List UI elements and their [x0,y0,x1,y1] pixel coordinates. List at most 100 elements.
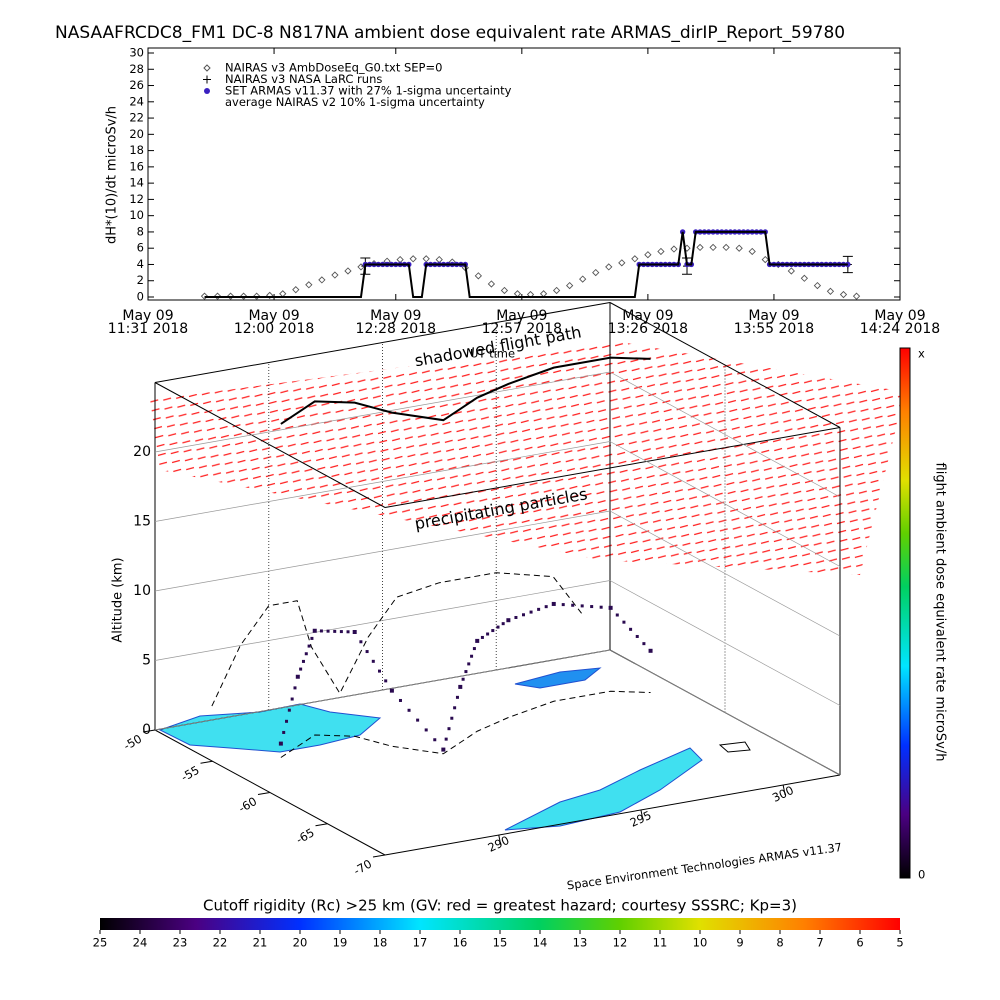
path-dot [346,630,350,634]
colorbar-label: x [918,347,925,361]
path-point [389,688,394,693]
path-dot [333,629,337,633]
colorbar-tick-label: 15 [493,936,508,950]
ceiling-shadow [280,356,651,425]
legend-label: NAIRAS v3 AmbDoseEq_G0.txt SEP=0 [225,61,442,75]
path-dot [299,667,303,671]
colorbar-tick-label: 21 [253,936,268,950]
y-axis-label: dH*(10)/dt microSv/h [105,106,120,244]
data-point [566,281,574,290]
colorbar-tick-label: 6 [856,936,863,950]
data-point [813,281,822,290]
path-dot [529,610,533,614]
lat-tick [200,760,213,764]
y-tick-label: 20 [129,127,144,141]
path-dot [622,620,626,624]
data-point [826,287,835,295]
path-dot [472,647,476,651]
y-tick-label: 2 [137,273,144,287]
colorbar-tick-label: 16 [453,936,468,950]
box-edge [154,382,386,508]
path-dot [384,679,388,683]
path-dot [293,686,297,690]
data-point [618,259,626,267]
path-dot [491,629,495,633]
path-dot [319,629,323,633]
path-dot [580,604,584,608]
legend-marker [204,88,210,94]
x-tick-label: May 09 14:24 2018 [860,308,940,337]
colorbar-tick-label: 19 [333,936,348,950]
colorbar-tick-label: 10 [693,936,708,950]
land [514,667,602,689]
y-tick-label: 24 [129,94,144,108]
path-dot [615,613,619,617]
data-point [305,281,313,289]
data-point [239,292,248,300]
colorbar-tick-label: 24 [133,936,148,950]
y-tick-label: 10 [129,208,144,222]
x-tick-label: May 09 11:31 2018 [108,308,188,337]
lon-tick [640,809,644,821]
y-tick-label: 4 [137,257,144,271]
colorbar [899,347,911,879]
colorbar-tick-label: 20 [293,936,308,950]
data-point [409,255,417,263]
path-dot [480,635,484,639]
precipitation-field [150,340,905,575]
path-point [458,684,463,689]
z-tick-label: 10 [133,583,151,599]
data-point [226,292,235,300]
legend-label: SET ARMAS v11.37 with 27% 1-sigma uncert… [225,84,512,98]
data-point [266,291,274,300]
path-point [648,648,653,653]
y-tick-label: 16 [129,159,144,173]
path-dot [282,730,286,734]
colorbar-tick-label: 7 [816,936,823,950]
colorbar-label: 0 [918,868,925,882]
path-dot [359,640,363,644]
path-dot [501,622,505,626]
land [158,703,382,753]
path-dot [642,642,646,646]
colorbar-tick-label: 18 [373,936,388,950]
data-point [592,268,600,277]
z-tick-label: 0 [142,722,151,738]
data-point [657,247,665,256]
y-tick-label: 22 [129,111,144,125]
data-point [800,274,809,282]
path-dot [407,708,411,712]
path-point [608,605,613,610]
y-tick-label: 30 [129,46,144,60]
path-dot [470,654,474,658]
colorbar [100,918,900,930]
z-tick-label: 5 [142,653,151,669]
path-dot [590,605,594,609]
path-point [506,618,511,623]
path-dot [339,630,343,634]
colorbar-tick-label: 17 [413,936,428,950]
path-dot [514,615,518,619]
path-point [441,747,446,752]
path-dot [285,719,289,723]
path-dot [571,603,575,607]
data-point [292,286,300,294]
data-point [253,292,261,300]
colorbar-tick-label: 12 [613,936,628,950]
grid-line [154,510,611,592]
data-point [787,267,795,275]
data-point [761,255,769,264]
grid-line [154,371,611,453]
data-point [644,251,652,259]
z-tick-label: 20 [133,444,151,460]
plot-frame [147,47,901,301]
box-edge [154,302,611,383]
grid-line [609,510,841,637]
path-dot [416,718,420,722]
path-dot [635,634,639,638]
wall-projection [211,572,582,707]
chart-title: NASAAFRCDC8_FM1 DC-8 N817NA ambient dose… [55,23,845,43]
path-dot [301,659,305,663]
lat-tick [372,854,386,858]
